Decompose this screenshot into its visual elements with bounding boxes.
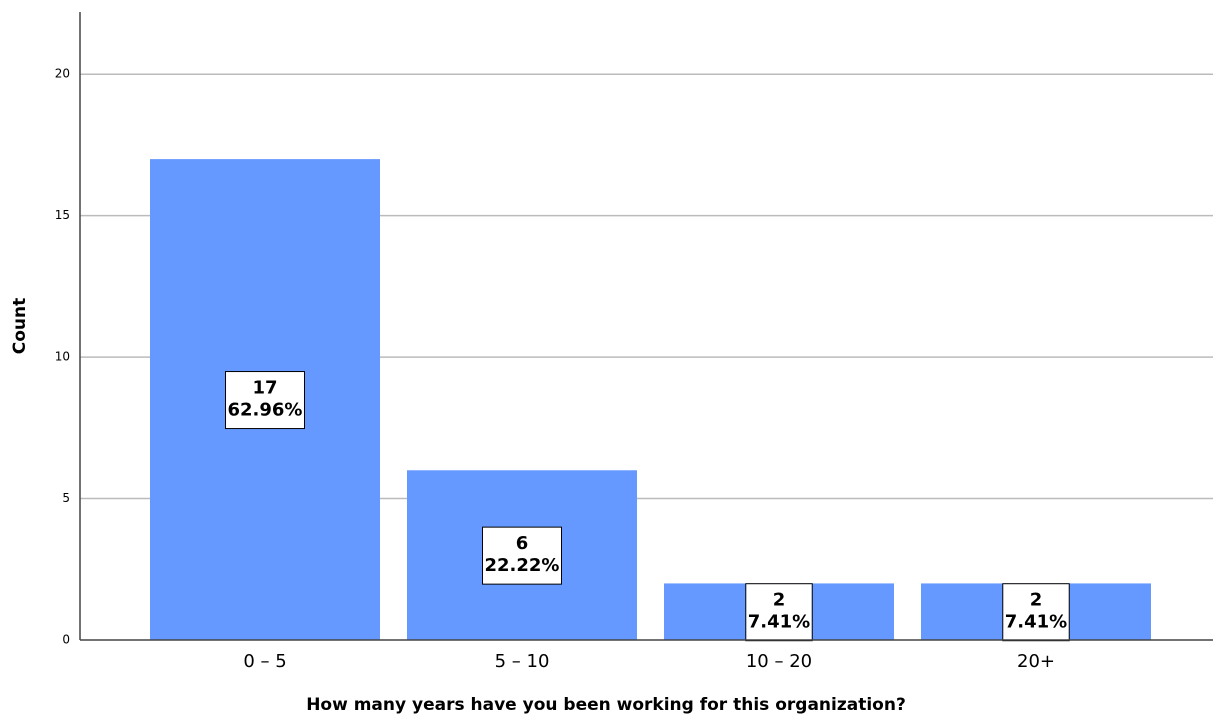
data-label: 2 bbox=[773, 590, 786, 611]
x-tick-label: 5 – 10 bbox=[495, 651, 550, 672]
y-tick-label: 5 bbox=[62, 491, 70, 505]
y-tick-label: 0 bbox=[62, 633, 70, 647]
data-label: 22.22% bbox=[485, 555, 560, 576]
y-axis-label: Count bbox=[10, 298, 30, 355]
data-label-box bbox=[225, 371, 305, 430]
data-label: 7.41% bbox=[1005, 612, 1067, 633]
y-tick-label: 15 bbox=[55, 208, 70, 222]
y-tick-label: 20 bbox=[55, 67, 70, 81]
data-label-box bbox=[482, 526, 562, 585]
x-tick-label: 10 – 20 bbox=[746, 651, 812, 672]
y-tick-label: 10 bbox=[55, 350, 70, 364]
data-label: 17 bbox=[252, 378, 277, 399]
data-label-box bbox=[745, 583, 813, 642]
x-tick-label: 0 – 5 bbox=[243, 651, 286, 672]
x-tick-label: 20+ bbox=[1017, 651, 1055, 672]
data-label: 7.41% bbox=[748, 612, 810, 633]
data-label: 2 bbox=[1030, 590, 1043, 611]
data-label-box bbox=[1002, 583, 1070, 642]
data-label: 62.96% bbox=[228, 400, 303, 421]
x-axis-label: How many years have you been working for… bbox=[306, 695, 906, 715]
data-label: 6 bbox=[516, 533, 529, 554]
